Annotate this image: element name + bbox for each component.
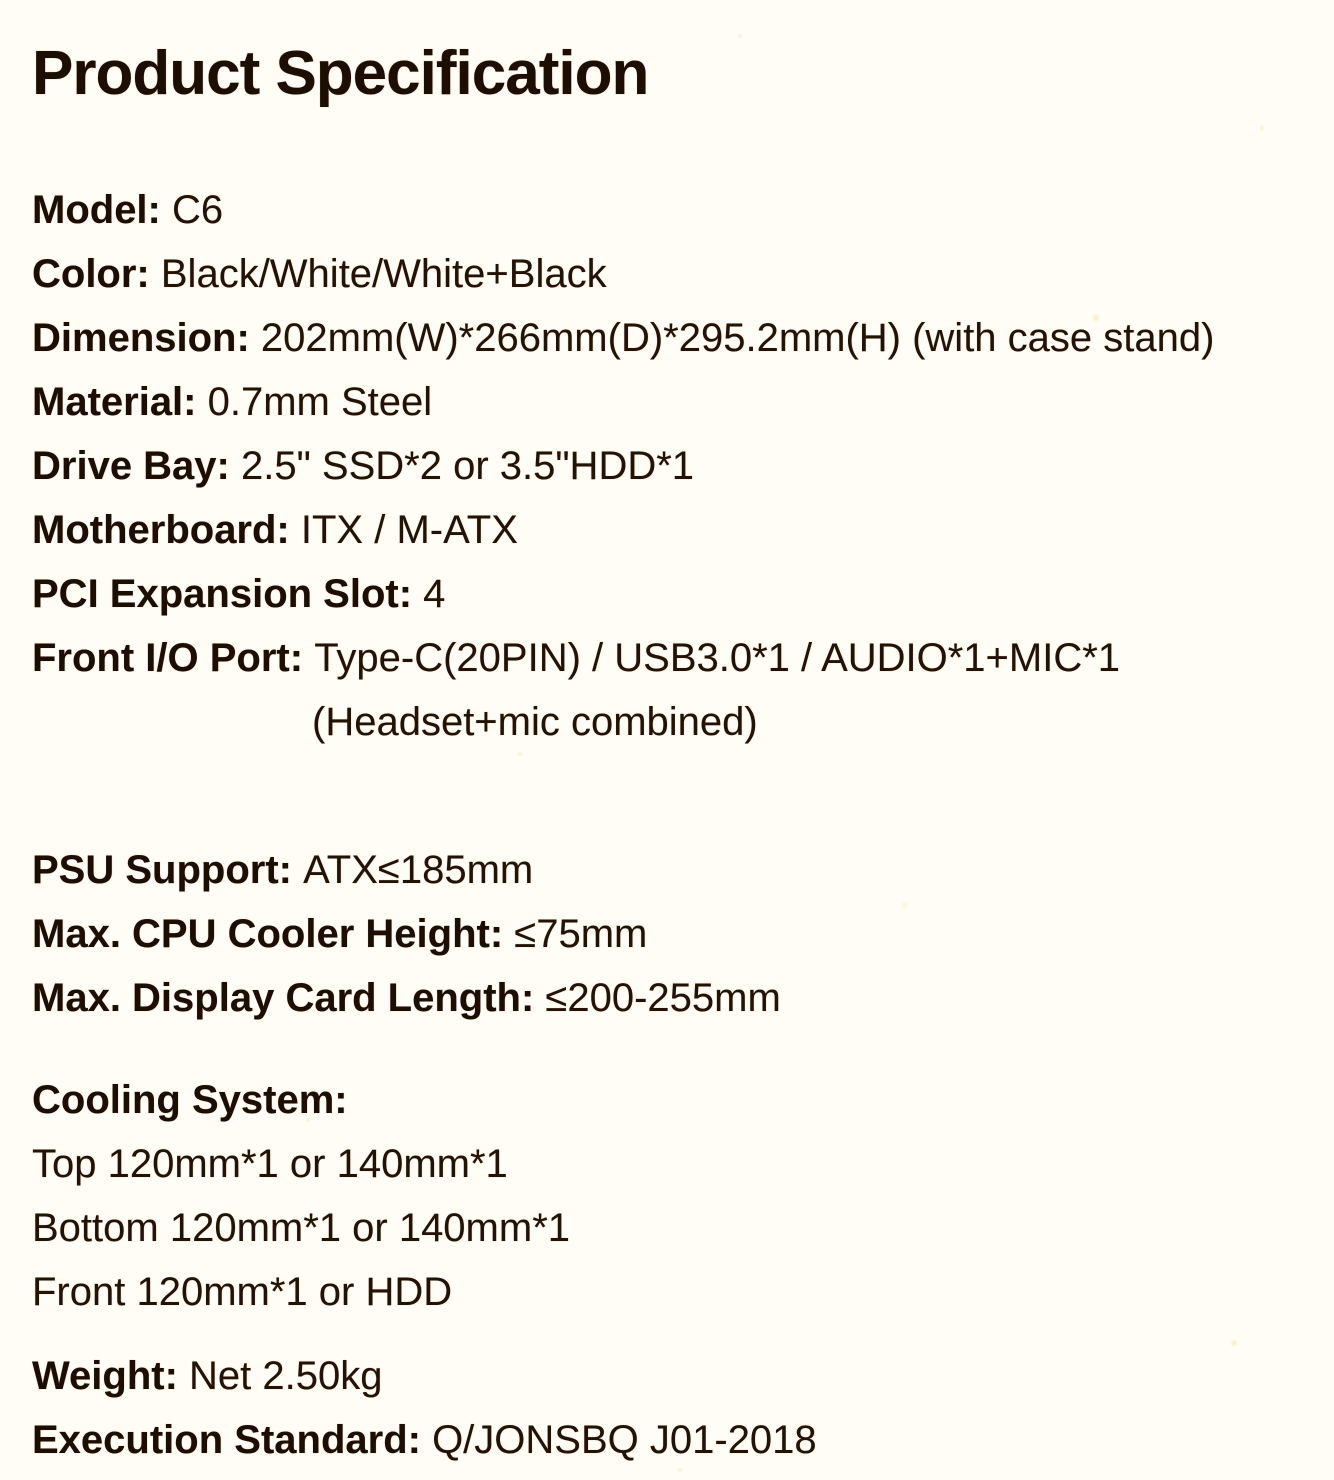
cooling-row-top: Top 120mm*1 or 140mm*1 — [32, 1132, 1334, 1196]
spec-group-cooling: Cooling System: Top 120mm*1 or 140mm*1 B… — [32, 1068, 1334, 1324]
spec-value: (Headset+mic combined) — [312, 699, 758, 744]
spec-value: ITX / M-ATX — [300, 507, 518, 552]
spec-value: C6 — [171, 187, 224, 232]
spec-label: Material: — [32, 379, 208, 424]
spec-value: Front 120mm*1 or HDD — [32, 1269, 453, 1314]
spec-value: 202mm(W)*266mm(D)*295.2mm(H) (with case … — [260, 315, 1215, 360]
spec-value: Type-C(20PIN) / USB3.0*1 / AUDIO*1+MIC*1 — [314, 635, 1121, 680]
spec-value: Black/White/White+Black — [160, 251, 607, 296]
spec-row-cpu-cooler-height: Max. CPU Cooler Height: ≤75mm — [32, 902, 1334, 966]
spec-label: PCI Expansion Slot: — [32, 571, 424, 616]
spec-row-execution-standard: Execution Standard: Q/JONSBQ J01-2018 — [32, 1408, 1334, 1472]
spec-row-motherboard: Motherboard: ITX / M-ATX — [32, 498, 1334, 562]
spec-row-front-io-note: (Headset+mic combined) — [32, 690, 1334, 754]
spec-value: ≤75mm — [514, 911, 648, 956]
spec-group-misc: Weight: Net 2.50kg Execution Standard: Q… — [32, 1344, 1334, 1472]
spec-value: Bottom 120mm*1 or 140mm*1 — [32, 1205, 571, 1250]
spec-row-display-card-length: Max. Display Card Length: ≤200-255mm — [32, 966, 1334, 1030]
spec-row-drive-bay: Drive Bay: 2.5" SSD*2 or 3.5"HDD*1 — [32, 434, 1334, 498]
spec-value: 4 — [423, 571, 446, 616]
spec-label: Max. CPU Cooler Height: — [32, 911, 515, 956]
spec-value: Top 120mm*1 or 140mm*1 — [32, 1141, 508, 1186]
spec-row-color: Color: Black/White/White+Black — [32, 242, 1334, 306]
spec-label: Weight: — [32, 1353, 190, 1398]
spec-value: ≤200-255mm — [545, 975, 781, 1020]
spec-label: Cooling System: — [32, 1077, 348, 1122]
spec-value: Net 2.50kg — [189, 1353, 383, 1398]
cooling-row-front: Front 120mm*1 or HDD — [32, 1260, 1334, 1324]
cooling-system-heading: Cooling System: — [32, 1068, 1334, 1132]
spec-row-weight: Weight: Net 2.50kg — [32, 1344, 1334, 1408]
spec-group-clearance: PSU Support: ATX≤185mm Max. CPU Cooler H… — [32, 838, 1334, 1030]
spec-label: Model: — [32, 187, 172, 232]
spec-label: Front I/O Port: — [32, 635, 315, 680]
spec-value: 2.5" SSD*2 or 3.5"HDD*1 — [240, 443, 695, 488]
spec-row-dimension: Dimension: 202mm(W)*266mm(D)*295.2mm(H) … — [32, 306, 1334, 370]
cooling-row-bottom: Bottom 120mm*1 or 140mm*1 — [32, 1196, 1334, 1260]
spec-row-material: Material: 0.7mm Steel — [32, 370, 1334, 434]
spec-label: Dimension: — [32, 315, 261, 360]
spec-group-general: Model: C6 Color: Black/White/White+Black… — [32, 178, 1334, 754]
spec-row-psu-support: PSU Support: ATX≤185mm — [32, 838, 1334, 902]
spec-label: Color: — [32, 251, 161, 296]
spec-value: ATX≤185mm — [303, 847, 534, 892]
spec-label: Drive Bay: — [32, 443, 241, 488]
page-title: Product Specification — [32, 39, 649, 108]
spec-row-front-io: Front I/O Port: Type-C(20PIN) / USB3.0*1… — [32, 626, 1334, 690]
spec-label: Execution Standard: — [32, 1417, 433, 1462]
spec-value: 0.7mm Steel — [207, 379, 433, 424]
spec-label: Motherboard: — [32, 507, 301, 552]
spec-value: Q/JONSBQ J01-2018 — [432, 1417, 817, 1462]
spec-row-pci-slots: PCI Expansion Slot: 4 — [32, 562, 1334, 626]
spec-label: Max. Display Card Length: — [32, 975, 546, 1020]
spec-row-model: Model: C6 — [32, 178, 1334, 242]
spec-label: PSU Support: — [32, 847, 304, 892]
